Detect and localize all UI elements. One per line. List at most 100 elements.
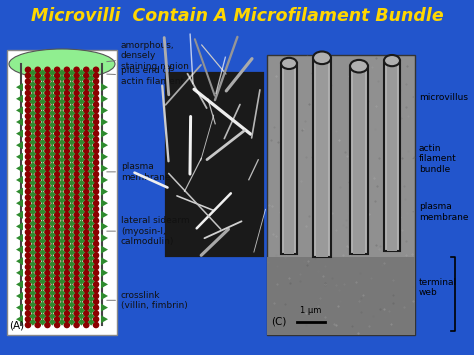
Circle shape [35,189,40,194]
Circle shape [26,282,31,287]
Circle shape [93,91,99,95]
Polygon shape [29,121,36,129]
Polygon shape [49,121,56,129]
Circle shape [64,299,70,304]
Polygon shape [88,110,95,117]
Polygon shape [16,95,23,103]
Circle shape [64,311,70,316]
Polygon shape [29,237,36,244]
Polygon shape [29,220,36,227]
Circle shape [84,160,89,165]
Circle shape [45,293,50,299]
Circle shape [35,258,40,264]
Circle shape [93,264,99,269]
Polygon shape [39,203,46,209]
Polygon shape [88,81,95,88]
Polygon shape [101,176,108,184]
Circle shape [84,247,89,252]
Polygon shape [58,75,65,82]
Polygon shape [39,87,46,94]
Polygon shape [16,292,23,300]
Polygon shape [29,214,36,221]
Polygon shape [49,226,56,233]
Polygon shape [68,162,75,169]
Circle shape [26,119,31,125]
Polygon shape [39,191,46,198]
Circle shape [55,218,60,223]
Polygon shape [49,92,56,99]
Circle shape [26,293,31,299]
Polygon shape [78,208,85,215]
Circle shape [84,288,89,293]
Polygon shape [58,104,65,111]
Polygon shape [39,168,46,175]
Text: crosslink
(villin, fimbrin): crosslink (villin, fimbrin) [107,291,188,310]
Polygon shape [78,295,85,302]
Polygon shape [88,272,95,279]
Circle shape [35,288,40,293]
Polygon shape [39,75,46,82]
Circle shape [55,282,60,287]
Circle shape [74,224,79,229]
Polygon shape [68,203,75,209]
Circle shape [64,73,70,78]
Circle shape [45,143,50,148]
Polygon shape [58,121,65,129]
Circle shape [26,137,31,142]
Polygon shape [29,284,36,291]
Polygon shape [29,266,36,273]
Polygon shape [78,185,85,192]
Polygon shape [88,226,95,233]
Polygon shape [39,104,46,111]
Polygon shape [88,191,95,198]
Circle shape [84,102,89,107]
Circle shape [55,189,60,194]
Polygon shape [88,214,95,221]
Circle shape [35,119,40,125]
Polygon shape [101,187,108,196]
Polygon shape [78,197,85,204]
Circle shape [55,235,60,241]
Polygon shape [101,118,108,126]
Polygon shape [58,220,65,227]
Polygon shape [78,220,85,227]
Circle shape [64,322,70,328]
Polygon shape [39,249,46,256]
Polygon shape [58,284,65,291]
Circle shape [35,218,40,223]
Polygon shape [68,156,75,163]
Bar [281,64,297,254]
Polygon shape [101,106,108,114]
Polygon shape [78,121,85,129]
Circle shape [45,160,50,165]
Circle shape [45,224,50,229]
Circle shape [26,270,31,275]
Circle shape [93,183,99,189]
Polygon shape [29,191,36,198]
Polygon shape [88,185,95,192]
Polygon shape [68,272,75,279]
Circle shape [74,322,79,328]
Circle shape [74,276,79,281]
Polygon shape [58,98,65,105]
Polygon shape [68,151,75,157]
Circle shape [26,288,31,293]
Circle shape [84,201,89,206]
Polygon shape [68,104,75,111]
Polygon shape [29,174,36,181]
Ellipse shape [281,58,297,69]
Ellipse shape [313,51,331,64]
Circle shape [45,114,50,119]
Circle shape [93,195,99,200]
Circle shape [26,148,31,154]
Circle shape [35,154,40,159]
Polygon shape [78,75,85,82]
Polygon shape [78,307,85,314]
Circle shape [35,96,40,102]
Circle shape [93,102,99,107]
Circle shape [55,178,60,182]
Circle shape [64,160,70,165]
Circle shape [64,317,70,322]
Circle shape [64,212,70,217]
Circle shape [84,206,89,212]
